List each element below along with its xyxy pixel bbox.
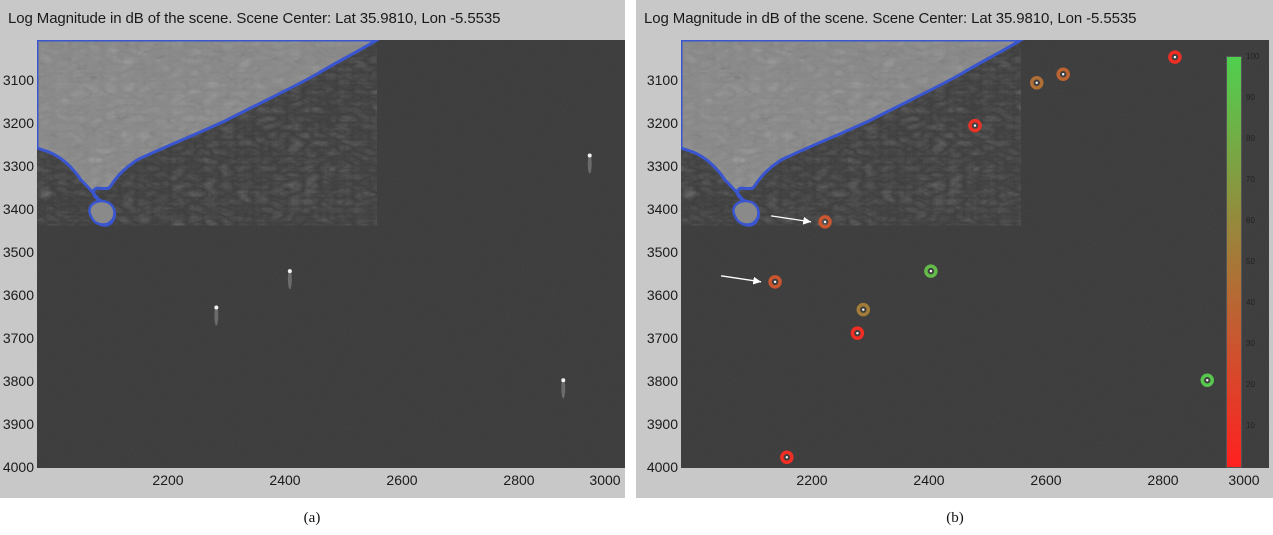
fig-a-ytick: 3200: [2, 115, 34, 131]
figure-b-sar-image: [681, 40, 1269, 468]
detection-marker: [768, 275, 782, 289]
colorbar-tick: 40: [1246, 298, 1255, 307]
ship-signature: [561, 378, 566, 399]
fig-b-ytick: 3400: [646, 201, 678, 217]
figure-b-plot-area: [681, 40, 1269, 468]
colorbar-tick: 90: [1246, 93, 1255, 102]
fig-b-xtick: 3000: [1228, 472, 1260, 488]
detection-marker: [1168, 50, 1182, 64]
colorbar: [1226, 56, 1242, 468]
fig-b-ytick: 3200: [646, 115, 678, 131]
figure-b-title: Log Magnitude in dB of the scene. Scene …: [644, 10, 1137, 27]
colorbar-tick: 80: [1246, 134, 1255, 143]
fig-b-ytick: 3300: [646, 158, 678, 174]
fig-a-xtick: 2800: [503, 472, 535, 488]
island-outline: [88, 199, 116, 226]
colorbar-tick: 50: [1246, 257, 1255, 266]
detection-marker: [1029, 76, 1044, 90]
fig-a-ytick: 3100: [2, 72, 34, 88]
detection-marker: [780, 450, 794, 465]
fig-a-ytick: 3400: [2, 201, 34, 217]
ship-signature: [214, 305, 219, 326]
ship-signature: [587, 153, 592, 174]
island-outline: [732, 199, 760, 226]
fig-b-xtick: 2400: [913, 472, 945, 488]
detection-marker: [1200, 373, 1215, 388]
fig-b-xtick: 2800: [1147, 472, 1179, 488]
detection-marker: [924, 264, 938, 278]
caption-b: (b): [946, 510, 964, 526]
fig-a-ytick: 3300: [2, 158, 34, 174]
detection-marker: [968, 118, 982, 133]
detection-marker: [818, 215, 832, 229]
colorbar-tick: 60: [1246, 216, 1255, 225]
fig-a-xtick: 2600: [386, 472, 418, 488]
fig-b-ytick: 3800: [646, 373, 678, 389]
fig-a-ytick: 3700: [2, 330, 34, 346]
figure-a: Log Magnitude in dB of the scene. Scene …: [0, 0, 625, 498]
annotation-arrow: [720, 275, 762, 285]
caption-a: (a): [303, 510, 321, 526]
annotation-arrow: [770, 215, 812, 225]
fig-a-ytick: 3800: [2, 373, 34, 389]
colorbar-tick: 70: [1246, 175, 1255, 184]
fig-b-xtick: 2200: [796, 472, 828, 488]
detection-marker: [850, 326, 865, 340]
fig-b-ytick: 4000: [646, 459, 678, 475]
fig-b-ytick: 3700: [646, 330, 678, 346]
detection-marker: [856, 302, 871, 317]
figure-a-plot-area: [37, 40, 625, 468]
fig-a-xtick: 3000: [589, 472, 621, 488]
fig-b-ytick: 3600: [646, 287, 678, 303]
figure-a-sar-image: [37, 40, 625, 468]
colorbar-tick: 30: [1246, 339, 1255, 348]
detection-marker: [1056, 67, 1070, 81]
fig-b-ytick: 3900: [646, 416, 678, 432]
ship-signature: [287, 269, 292, 290]
fig-a-ytick: 3500: [2, 244, 34, 260]
colorbar-tick: 20: [1246, 380, 1255, 389]
fig-a-ytick: 3900: [2, 416, 34, 432]
fig-b-xtick: 2600: [1030, 472, 1062, 488]
fig-a-ytick: 4000: [2, 459, 34, 475]
fig-b-ytick: 3500: [646, 244, 678, 260]
figure-b: Log Magnitude in dB of the scene. Scene …: [636, 0, 1273, 498]
coastline: [681, 40, 1024, 227]
coastline: [37, 40, 380, 227]
fig-b-ytick: 3100: [646, 72, 678, 88]
fig-a-xtick: 2400: [269, 472, 301, 488]
colorbar-tick: 100: [1246, 52, 1260, 61]
fig-a-ytick: 3600: [2, 287, 34, 303]
fig-a-xtick: 2200: [152, 472, 184, 488]
figure-a-title: Log Magnitude in dB of the scene. Scene …: [8, 10, 501, 27]
colorbar-tick: 10: [1246, 421, 1255, 430]
